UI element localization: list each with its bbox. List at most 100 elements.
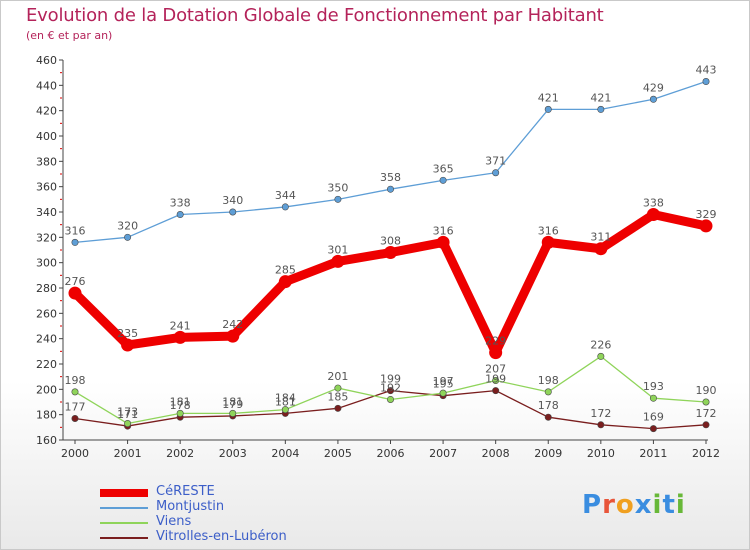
data-label: 172	[590, 407, 611, 420]
data-label: 181	[170, 395, 191, 408]
data-label: 316	[65, 224, 86, 237]
legend-label: CéRESTE	[156, 484, 215, 499]
data-label: 178	[170, 399, 191, 412]
y-tick-label: 320	[36, 231, 57, 244]
logo-letter: r	[602, 490, 616, 520]
data-label: 443	[696, 64, 717, 77]
data-point	[489, 346, 503, 360]
data-point	[702, 398, 710, 406]
data-point	[71, 388, 79, 396]
data-label: 195	[433, 378, 454, 391]
legend-item: Viens	[100, 514, 360, 530]
legend-swatch	[100, 507, 148, 509]
data-point	[544, 388, 552, 396]
data-label: 226	[590, 338, 611, 351]
data-point	[281, 406, 289, 414]
data-label: 181	[222, 395, 243, 408]
logo-letter: x	[634, 490, 653, 520]
series-line	[74, 80, 707, 244]
y-tick-label: 340	[36, 206, 57, 219]
legend-swatch	[100, 489, 148, 497]
data-label: 179	[222, 398, 243, 411]
y-tick-label: 160	[36, 434, 57, 447]
data-point	[386, 395, 394, 403]
data-point	[384, 246, 397, 260]
y-tick-label: 400	[36, 130, 57, 143]
data-point	[386, 185, 394, 193]
x-tick-label: 2010	[587, 447, 615, 460]
chart-subtitle: (en € et par an)	[26, 29, 113, 42]
legend: CéRESTE Montjustin Viens Vitrolles-en-Lubér…	[100, 484, 360, 547]
x-tick-label: 2006	[377, 447, 405, 460]
logo-letter: P	[582, 490, 603, 520]
data-label: 198	[65, 374, 86, 387]
data-point	[176, 211, 184, 219]
legend-label: Viens	[156, 514, 192, 529]
x-tick-label: 2003	[219, 447, 247, 460]
y-tick-label: 460	[36, 54, 57, 67]
logo-letter: t	[662, 490, 676, 520]
y-tick-label: 440	[36, 79, 57, 92]
data-label: 429	[643, 81, 664, 94]
legend-item: CéRESTE	[100, 484, 360, 500]
data-label: 320	[117, 219, 138, 232]
data-point	[492, 376, 500, 384]
data-label: 308	[380, 235, 401, 248]
data-label: 338	[643, 197, 664, 210]
data-label: 198	[538, 374, 559, 387]
legend-swatch	[100, 537, 148, 539]
data-point	[597, 352, 605, 360]
data-point	[699, 219, 713, 233]
data-point	[71, 238, 79, 246]
data-label: 301	[327, 243, 348, 256]
data-label: 316	[433, 224, 454, 237]
data-label: 197	[433, 375, 454, 388]
data-label: 199	[485, 373, 506, 386]
data-point	[597, 421, 605, 429]
data-label: 181	[275, 395, 296, 408]
data-label: 173	[117, 406, 138, 419]
data-point	[226, 329, 240, 343]
data-label: 421	[538, 91, 559, 104]
data-point	[331, 254, 345, 268]
y-tick-label: 280	[36, 282, 57, 295]
data-label: 276	[65, 275, 86, 288]
data-label: 184	[275, 392, 296, 405]
data-label: 344	[275, 189, 296, 202]
data-point	[124, 233, 132, 241]
data-label: 177	[65, 400, 86, 413]
data-point	[594, 242, 608, 256]
data-label: 241	[170, 319, 191, 332]
x-tick-label: 2012	[692, 447, 720, 460]
data-label: 340	[222, 194, 243, 207]
data-point	[334, 384, 342, 392]
y-tick-label: 240	[36, 333, 57, 346]
data-point	[278, 275, 292, 289]
y-tick-label: 200	[36, 383, 57, 396]
data-point	[386, 387, 394, 395]
data-point	[281, 203, 289, 211]
data-label: 365	[433, 162, 454, 175]
data-label: 358	[380, 171, 401, 184]
x-tick-label: 2002	[166, 447, 194, 460]
legend-item: Vitrolles-en-Lubéron	[100, 529, 360, 545]
x-tick-label: 2004	[271, 447, 299, 460]
data-label: 350	[327, 181, 348, 194]
data-point	[544, 413, 552, 421]
data-point	[71, 414, 79, 422]
y-tick-label: 220	[36, 358, 57, 371]
data-label: 311	[590, 231, 611, 244]
data-label: 192	[380, 381, 401, 394]
data-point	[334, 404, 342, 412]
data-point	[597, 105, 605, 113]
data-point	[439, 176, 447, 184]
data-label: 171	[117, 408, 138, 421]
y-tick-label: 360	[36, 181, 57, 194]
data-label: 172	[696, 407, 717, 420]
data-label: 178	[538, 399, 559, 412]
data-label: 193	[643, 380, 664, 393]
x-tick-label: 2007	[429, 447, 457, 460]
logo-letter: o	[615, 490, 635, 520]
chart-title: Evolution de la Dotation Globale de Fonc…	[26, 5, 604, 26]
